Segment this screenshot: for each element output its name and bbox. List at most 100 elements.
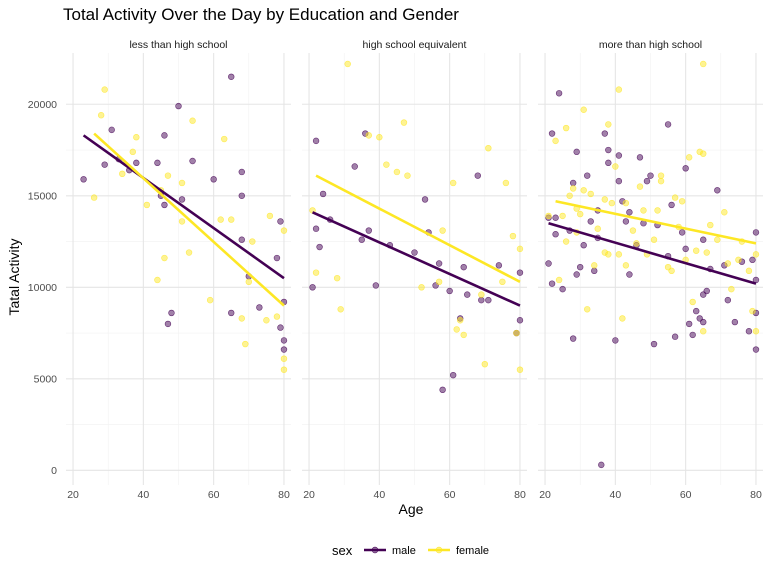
data-point-male xyxy=(724,296,732,304)
data-point-female xyxy=(605,121,612,128)
data-point-female xyxy=(502,179,510,187)
x-axis-title: Age xyxy=(399,501,424,517)
data-point-female xyxy=(700,328,707,335)
data-point-female xyxy=(615,86,623,93)
data-point-female xyxy=(587,190,594,198)
facet-strip-label: more than high school xyxy=(599,39,702,51)
data-point-male xyxy=(277,218,284,225)
data-point-female xyxy=(654,207,661,214)
data-point-male xyxy=(133,159,140,167)
data-point-female xyxy=(376,134,383,141)
data-point-female xyxy=(601,196,608,203)
data-point-female xyxy=(439,227,446,234)
data-point-male xyxy=(319,190,327,198)
data-point-male xyxy=(80,176,87,183)
data-point-male xyxy=(351,163,358,170)
data-point-male xyxy=(615,177,623,185)
trend-line-male xyxy=(548,221,757,285)
data-point-male xyxy=(210,176,217,183)
data-point-female xyxy=(143,201,151,209)
data-point-male xyxy=(309,284,316,291)
data-point-female xyxy=(228,216,235,223)
x-tick-label: 40 xyxy=(610,489,622,501)
data-point-male xyxy=(605,159,612,167)
data-point-female xyxy=(133,134,140,141)
data-point-male xyxy=(591,267,598,275)
data-point-female xyxy=(418,284,425,291)
data-point-male xyxy=(411,249,418,256)
data-point-male xyxy=(650,340,658,348)
data-point-female xyxy=(559,212,566,220)
trend-line-female xyxy=(93,132,285,307)
data-point-female xyxy=(178,218,186,225)
data-point-male xyxy=(238,168,245,176)
data-point-female xyxy=(509,232,517,240)
data-point-female xyxy=(280,366,288,373)
data-point-male xyxy=(439,386,446,394)
data-point-male xyxy=(280,337,288,344)
series-female-points xyxy=(545,60,760,335)
data-point-female xyxy=(584,306,591,313)
facet-panel: more than high school 20 40 60 80 xyxy=(538,39,763,501)
data-point-female xyxy=(516,245,524,253)
data-point-male xyxy=(161,201,168,209)
data-point-male xyxy=(460,263,467,271)
data-point-female xyxy=(457,317,464,324)
data-point-male xyxy=(573,271,580,278)
facet-strip-label: high school equivalent xyxy=(363,39,467,51)
data-point-female xyxy=(728,285,735,293)
x-tick-label: 80 xyxy=(278,489,290,501)
data-point-female xyxy=(580,187,587,194)
data-point-female xyxy=(622,262,630,269)
data-point-female xyxy=(90,194,98,201)
data-point-female xyxy=(161,254,168,262)
data-point-male xyxy=(605,146,612,154)
data-point-female xyxy=(365,132,372,139)
data-point-female xyxy=(619,315,626,322)
data-point-female xyxy=(562,238,570,245)
data-point-male xyxy=(312,137,320,145)
data-point-female xyxy=(97,112,105,119)
y-axis-title: Tatal Activity xyxy=(6,238,22,315)
data-point-male xyxy=(228,73,235,80)
data-point-female xyxy=(217,216,224,223)
chart-title: Total Activity Over the Day by Education… xyxy=(63,5,459,24)
data-point-male xyxy=(643,177,651,185)
data-point-female xyxy=(650,236,658,243)
legend-title: sex xyxy=(332,543,353,558)
data-point-male xyxy=(175,102,182,110)
data-point-male xyxy=(161,132,168,139)
data-point-male xyxy=(636,154,644,161)
y-tick-label: 0 xyxy=(51,465,57,477)
trend-line-female xyxy=(555,199,757,245)
y-axis-ticks: 0 5000 10000 15000 20000 xyxy=(28,99,57,477)
data-point-female xyxy=(685,154,693,161)
data-point-female xyxy=(745,267,753,275)
data-point-female xyxy=(668,267,675,275)
data-point-female xyxy=(735,256,742,264)
data-point-male xyxy=(703,287,710,295)
data-point-female xyxy=(221,135,228,143)
data-point-male xyxy=(700,318,707,326)
data-point-male xyxy=(495,262,503,269)
data-point-female xyxy=(404,172,411,179)
data-point-male xyxy=(552,231,559,238)
data-point-female xyxy=(499,278,506,286)
data-point-female xyxy=(333,274,341,282)
data-point-female xyxy=(245,278,253,286)
data-point-female xyxy=(238,315,245,322)
data-point-male xyxy=(273,254,281,262)
data-point-female xyxy=(383,161,390,168)
data-point-female xyxy=(636,183,644,190)
data-point-female xyxy=(280,227,288,234)
data-point-female xyxy=(400,119,408,126)
legend: sex male female xyxy=(332,543,489,558)
data-point-male xyxy=(474,172,481,179)
data-point-female xyxy=(552,137,559,145)
data-point-female xyxy=(555,276,563,284)
data-point-female xyxy=(101,86,108,93)
data-point-male xyxy=(752,346,760,353)
y-tick-label: 15000 xyxy=(28,190,57,202)
